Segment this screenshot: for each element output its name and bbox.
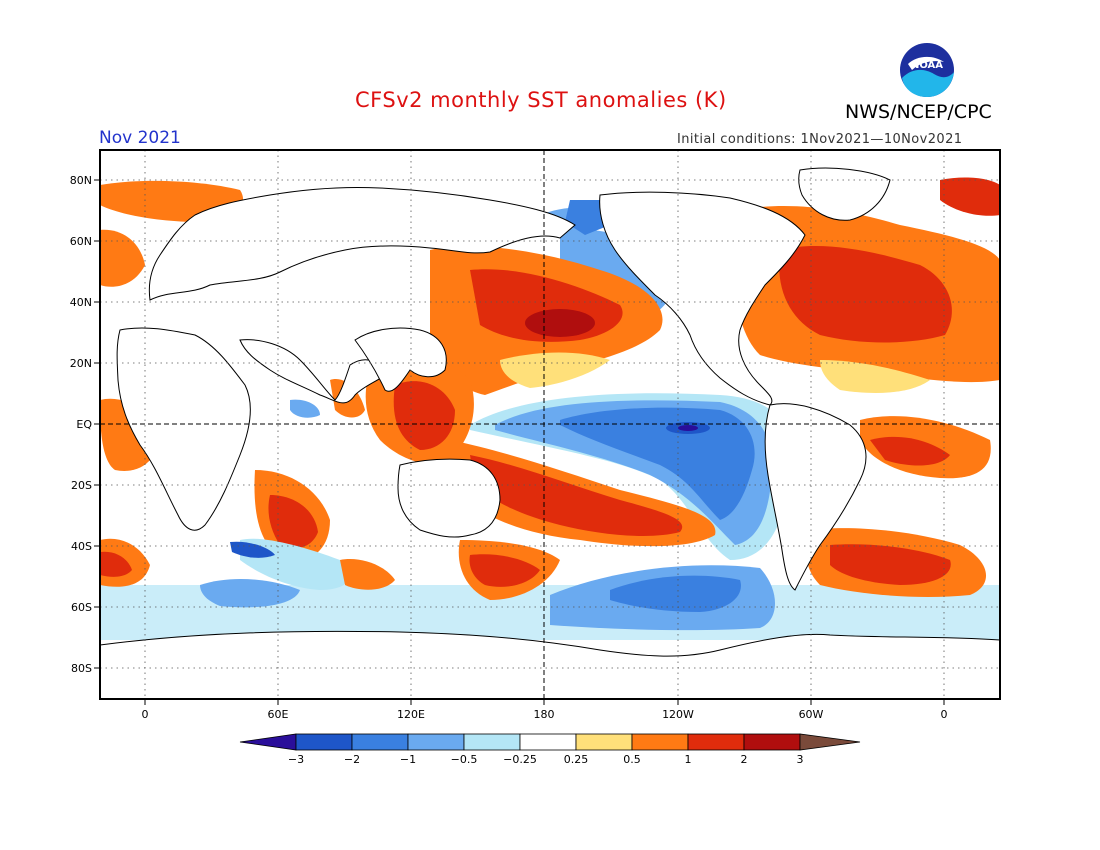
coastlines bbox=[100, 167, 1000, 699]
forecast-month: Nov 2021 bbox=[99, 128, 181, 148]
lon-label: 0 bbox=[941, 708, 948, 721]
lat-label: EQ bbox=[76, 418, 92, 431]
colorbar-label: 3 bbox=[797, 753, 804, 766]
colorbar-swatch bbox=[743, 733, 801, 751]
colorbar-label: −0.25 bbox=[503, 753, 537, 766]
colorbar-max-arrow bbox=[799, 733, 861, 751]
lat-label: 60S bbox=[71, 601, 92, 614]
colorbar bbox=[239, 733, 861, 751]
colorbar-label: −2 bbox=[344, 753, 360, 766]
noaa-logo: NOAA bbox=[900, 43, 954, 97]
lon-label: 120E bbox=[397, 708, 425, 721]
agency-label: NWS/NCEP/CPC bbox=[845, 101, 992, 123]
reference-lines bbox=[100, 150, 1000, 699]
colorbar-swatch bbox=[687, 733, 745, 751]
colorbar-label: 1 bbox=[685, 753, 692, 766]
lon-label: 120W bbox=[662, 708, 694, 721]
colorbar-swatch bbox=[407, 733, 465, 751]
latitude-labels: 80N 60N 40N 20N EQ 20S 40S 60S 80S bbox=[70, 174, 93, 675]
colorbar-swatch bbox=[295, 733, 353, 751]
colorbar-label: 2 bbox=[741, 753, 748, 766]
colorbar-swatch bbox=[463, 733, 521, 751]
colorbar-labels: −3 −2 −1 −0.5 −0.25 0.25 0.5 1 2 3 bbox=[288, 753, 804, 766]
colorbar-label: 0.5 bbox=[623, 753, 641, 766]
lat-label: 80N bbox=[70, 174, 92, 187]
lon-label: 0 bbox=[142, 708, 149, 721]
lat-label: 80S bbox=[71, 662, 92, 675]
lon-label: 60W bbox=[799, 708, 824, 721]
lat-label: 60N bbox=[70, 235, 92, 248]
colorbar-label: −1 bbox=[400, 753, 416, 766]
lat-label: 20S bbox=[71, 479, 92, 492]
graticule bbox=[100, 150, 1000, 699]
colorbar-label: −3 bbox=[288, 753, 304, 766]
initial-conditions: Initial conditions: 1Nov2021—10Nov2021 bbox=[677, 132, 963, 147]
lat-label: 20N bbox=[70, 357, 92, 370]
lat-label: 40S bbox=[71, 540, 92, 553]
lon-label: 180 bbox=[534, 708, 555, 721]
longitude-labels: 0 60E 120E 180 120W 60W 0 bbox=[142, 708, 948, 721]
colorbar-swatch bbox=[351, 733, 409, 751]
colorbar-swatch bbox=[519, 733, 577, 751]
chart-title: CFSv2 monthly SST anomalies (K) bbox=[355, 88, 727, 112]
lat-label: 40N bbox=[70, 296, 92, 309]
colorbar-swatch bbox=[575, 733, 633, 751]
axis-ticks bbox=[94, 179, 945, 705]
logo-text: NOAA bbox=[911, 60, 943, 71]
lon-label: 60E bbox=[268, 708, 289, 721]
colorbar-label: 0.25 bbox=[564, 753, 589, 766]
colorbar-label: −0.5 bbox=[451, 753, 478, 766]
colorbar-swatch bbox=[631, 733, 689, 751]
colorbar-min-arrow bbox=[239, 733, 297, 751]
